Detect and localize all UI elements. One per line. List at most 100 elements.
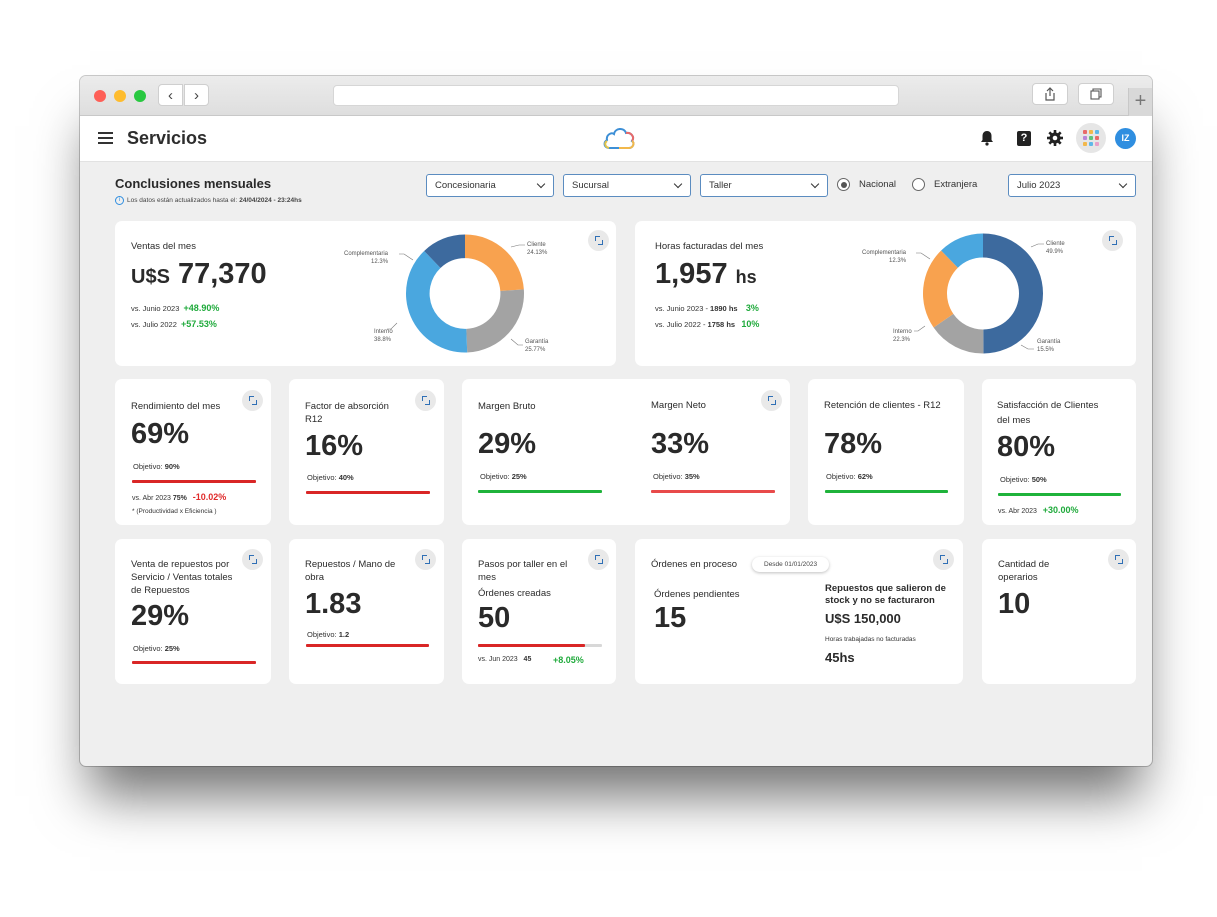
horas-slice-complementaria[interactable] [941, 233, 983, 268]
margen-bruto-obj-value: 25% [511, 472, 527, 481]
chevron-down-icon [536, 179, 546, 189]
ordenes-hours-label: Horas trabajadas no facturadas [825, 636, 916, 643]
ordenes-since-badge[interactable]: Desde 01/01/2023 [752, 557, 830, 572]
venta-repuestos-card: Venta de repuestos por Servicio / Ventas… [115, 539, 271, 684]
sucursal-select[interactable]: Sucursal [563, 174, 691, 197]
ventas-slice-cliente[interactable] [465, 234, 524, 292]
horas-slice-cliente[interactable] [983, 233, 1044, 354]
ventas-cmp2-label: vs. Julio 2022 [131, 320, 177, 329]
horas-slice-interno[interactable] [923, 250, 958, 328]
expand-icon[interactable] [415, 549, 436, 570]
operarios-card: Cantidad de operarios 10 [982, 539, 1136, 684]
concesionaria-select[interactable]: Concesionaria [426, 174, 554, 197]
ventas-interno-pct: 38.8% [374, 337, 392, 343]
page-title: Conclusiones mensuales [115, 176, 272, 191]
venta-repuestos-value: 29% [131, 600, 190, 632]
settings-gear-icon[interactable] [1046, 129, 1064, 152]
pasos-progress-bar [478, 644, 585, 647]
ventas-slice-interno[interactable] [406, 250, 468, 353]
back-button[interactable]: ‹ [158, 84, 183, 106]
expand-icon[interactable] [933, 549, 954, 570]
apps-grid-icon[interactable] [1076, 123, 1106, 153]
rendimiento-title: Rendimiento del mes [131, 401, 221, 412]
browser-toolbar: ‹ › + [80, 76, 1152, 116]
satisfaccion-value: 80% [997, 431, 1056, 463]
help-icon[interactable]: ? [1017, 131, 1031, 146]
ventas-leader-lines [387, 244, 525, 346]
horas-complementaria-name: Complementaria [862, 250, 907, 256]
extranjera-radio[interactable]: Extranjera [912, 178, 977, 191]
forward-button[interactable]: › [184, 84, 209, 106]
notifications-bell-icon[interactable] [980, 130, 994, 151]
cloud-logo [601, 124, 637, 157]
ventas-cmp2: vs. Julio 2022 +57.53% [131, 319, 217, 329]
rendimiento-obj-value: 90% [164, 462, 180, 471]
satisfaccion-title: Satisfacción de Clientes del mes [997, 400, 1099, 426]
absorcion-obj-value: 40% [338, 473, 354, 482]
horas-cliente-pct: 49.9% [1046, 249, 1064, 255]
expand-icon[interactable] [1102, 230, 1123, 251]
minimize-window-button[interactable] [114, 90, 126, 102]
absorcion-value: 16% [305, 430, 364, 462]
ventas-donut-chart [406, 234, 524, 353]
operarios-title: Cantidad de operarios [998, 559, 1050, 583]
repuestos-mano-objetivo: Objetivo: 1.2 [307, 630, 349, 639]
ventas-slice-complementaria[interactable] [424, 234, 465, 268]
repuestos-mano-value: 1.83 [305, 588, 362, 620]
expand-icon[interactable] [761, 390, 782, 411]
margen-neto-title: Margen Neto [651, 400, 706, 411]
ventas-slice-garanta[interactable] [466, 289, 524, 353]
horas-garantia-pct: 15.5% [1037, 347, 1055, 353]
expand-icon[interactable] [1108, 549, 1129, 570]
browser-window: ‹ › + Servicios ? [80, 76, 1152, 766]
radio-checked-icon [837, 178, 850, 191]
expand-icon[interactable] [415, 390, 436, 411]
margen-bruto-title: Margen Bruto [478, 401, 536, 412]
expand-icon[interactable] [242, 390, 263, 411]
horas-slice-garanta[interactable] [933, 313, 984, 354]
margen-neto-value: 33% [651, 428, 710, 460]
ordenes-stock-label: Repuestos que salieron de stock y no se … [825, 583, 946, 606]
updated-value: 24/04/2024 - 23:24hs [239, 197, 302, 204]
ventas-cmp1: vs. Junio 2023 +48.90% [131, 303, 219, 313]
expand-icon[interactable] [588, 230, 609, 251]
tabs-overview-button[interactable] [1078, 83, 1114, 105]
chevron-down-icon [810, 179, 820, 189]
user-avatar[interactable]: IZ [1115, 128, 1136, 149]
rendimiento-cmp-value: -10.02% [192, 492, 227, 502]
taller-select-value: Taller [709, 180, 732, 191]
taller-select[interactable]: Taller [700, 174, 828, 197]
address-bar[interactable] [333, 85, 899, 106]
menu-icon[interactable] [98, 132, 113, 144]
margen-neto-obj-value: 35% [684, 472, 700, 481]
close-window-button[interactable] [94, 90, 106, 102]
ventas-complementaria-pct: 12.3% [371, 259, 389, 265]
rendimiento-progress-bar [132, 480, 256, 483]
month-select[interactable]: Julio 2023 [1008, 174, 1136, 197]
margen-card: Margen Bruto 29% Objetivo: 25% Margen Ne… [462, 379, 790, 525]
chevron-down-icon [1118, 179, 1128, 189]
repuestos-mano-title: Repuestos / Mano de obra [305, 559, 396, 583]
margen-bruto-progress-bar [478, 490, 602, 493]
expand-icon[interactable] [588, 549, 609, 570]
retencion-progress-bar [825, 490, 948, 493]
tabs-icon [1090, 88, 1102, 100]
nacional-radio[interactable]: Nacional [837, 178, 896, 191]
horas-leader-lines [914, 243, 1044, 350]
ventas-cmp1-value: +48.90% [183, 303, 220, 313]
horas-complementaria-pct: 12.3% [889, 258, 907, 264]
pasos-cmp-base: 45 [523, 656, 532, 663]
venta-repuestos-objetivo: Objetivo: 25% [133, 644, 180, 653]
share-button[interactable] [1032, 83, 1068, 105]
new-tab-button[interactable]: + [1128, 88, 1152, 116]
expand-icon[interactable] [242, 549, 263, 570]
margen-neto-objetivo: Objetivo: 35% [653, 472, 700, 481]
margen-neto-obj-label: Objetivo: [653, 472, 683, 481]
zoom-window-button[interactable] [134, 90, 146, 102]
horas-value: 1,957 hs [655, 258, 757, 291]
margen-bruto-obj-label: Objetivo: [480, 472, 510, 481]
pasos-value: 50 [478, 602, 511, 634]
satisfaccion-obj-value: 50% [1031, 475, 1047, 484]
satisfaccion-card: Satisfacción de Clientes del mes 80% Obj… [982, 379, 1136, 525]
ordenes-pending-label: Órdenes pendientes [654, 589, 740, 600]
